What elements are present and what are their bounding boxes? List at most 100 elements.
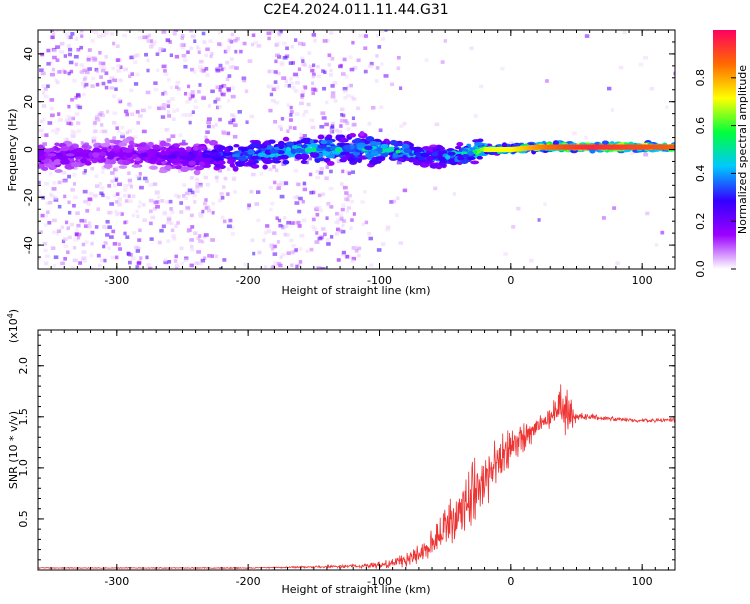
heatmap-cell <box>312 227 318 231</box>
heatmap-cell <box>135 72 140 77</box>
heatmap-cell <box>84 240 89 244</box>
heatmap-cell <box>166 78 171 82</box>
heatmap-cell <box>70 161 81 168</box>
heatmap-cell <box>230 113 235 117</box>
heatmap-cell <box>48 171 53 176</box>
heatmap-cell <box>325 165 329 169</box>
heatmap-cell <box>399 86 403 91</box>
heatmap-cell <box>218 31 222 35</box>
heatmap-cell <box>180 155 187 160</box>
heatmap-cell <box>150 42 156 46</box>
heatmap-cell <box>87 197 93 202</box>
heatmap-cell <box>328 186 334 191</box>
heatmap-cell <box>308 172 313 177</box>
heatmap-cell <box>251 172 256 177</box>
heatmap-cell <box>63 194 67 199</box>
heatmap-cell <box>226 87 231 91</box>
heatmap-cell <box>180 36 184 40</box>
heatmap-cell <box>100 123 104 127</box>
heatmap-cell <box>334 232 339 236</box>
heatmap-cell <box>86 57 91 62</box>
heatmap-cell <box>87 67 92 71</box>
heatmap-cell <box>601 216 606 220</box>
heatmap-cell <box>342 57 347 62</box>
heatmap-cell <box>61 170 67 175</box>
heatmap-cell <box>135 110 140 114</box>
heatmap-cell <box>209 152 218 157</box>
heatmap-cell <box>181 113 187 117</box>
heatmap-cell <box>158 49 162 54</box>
heatmap-cell <box>221 84 227 88</box>
heatmap-cell <box>228 218 233 223</box>
heatmap-cell <box>83 219 87 223</box>
y-tick-label: 0 <box>22 146 35 153</box>
heatmap-cell <box>206 148 211 153</box>
heatmap-cell <box>603 144 607 150</box>
heatmap-cell <box>363 189 367 194</box>
heatmap-cell <box>129 55 135 60</box>
heatmap-cell <box>360 200 365 204</box>
heatmap-cell <box>38 128 44 133</box>
heatmap-cell <box>90 84 95 88</box>
heatmap-cell <box>244 89 249 94</box>
heatmap-cell <box>289 110 294 114</box>
heatmap-cell <box>434 122 440 127</box>
heatmap-cell <box>412 161 422 166</box>
heatmap-cell <box>42 241 48 246</box>
heatmap-cell <box>307 51 312 55</box>
heatmap-cell <box>247 149 255 155</box>
heatmap-cell <box>276 240 280 244</box>
heatmap-cell <box>73 237 79 242</box>
heatmap-cell <box>67 52 73 57</box>
heatmap-cell <box>184 196 189 201</box>
heatmap-cell <box>609 144 613 150</box>
heatmap-cell <box>46 210 50 214</box>
heatmap-cell <box>273 139 279 143</box>
heatmap-cell <box>298 196 303 201</box>
heatmap-cell <box>324 176 329 181</box>
heatmap-cell <box>164 91 169 96</box>
heatmap-cell <box>239 49 243 54</box>
heatmap-cell <box>567 144 571 150</box>
heatmap-cell <box>100 68 106 73</box>
heatmap-cell <box>326 202 332 206</box>
heatmap-cell <box>208 39 213 43</box>
heatmap-cell <box>352 212 356 216</box>
heatmap-cell <box>225 60 230 65</box>
heatmap-cell <box>80 81 85 86</box>
heatmap-cell <box>159 140 167 147</box>
heatmap-cell <box>284 83 288 88</box>
heatmap-cell <box>230 32 235 37</box>
heatmap-cell <box>601 140 609 145</box>
heatmap-cell <box>522 145 526 151</box>
heatmap-cell <box>99 65 104 69</box>
heatmap-cell <box>83 224 89 228</box>
x-axis-label: Height of straight line (km) <box>281 583 430 596</box>
heatmap-cell <box>70 188 75 192</box>
heatmap-cell <box>100 142 111 147</box>
heatmap-cell <box>483 147 487 152</box>
heatmap-cell <box>231 176 237 180</box>
heatmap-cell <box>656 144 660 150</box>
heatmap-cell <box>108 210 113 215</box>
heatmap-cell <box>339 118 344 123</box>
heatmap-cell <box>159 228 164 233</box>
heatmap-cell <box>201 240 205 244</box>
heatmap-cell <box>269 69 274 74</box>
heatmap-cell <box>275 53 280 58</box>
heatmap-cell <box>110 142 114 147</box>
heatmap-cell <box>330 56 335 61</box>
heatmap-cell <box>191 110 195 114</box>
heatmap-cell <box>323 232 327 237</box>
heatmap-cell <box>278 263 283 268</box>
heatmap-cell <box>255 190 261 194</box>
heatmap-cell <box>285 46 289 51</box>
heatmap-cell <box>584 144 588 150</box>
heatmap-cell <box>138 172 142 176</box>
heatmap-cell <box>98 61 102 65</box>
heatmap-cell <box>364 145 373 151</box>
heatmap-cell <box>99 129 104 134</box>
heatmap-cell <box>75 94 81 98</box>
heatmap-cell <box>266 31 272 36</box>
heatmap-cell <box>122 33 127 38</box>
